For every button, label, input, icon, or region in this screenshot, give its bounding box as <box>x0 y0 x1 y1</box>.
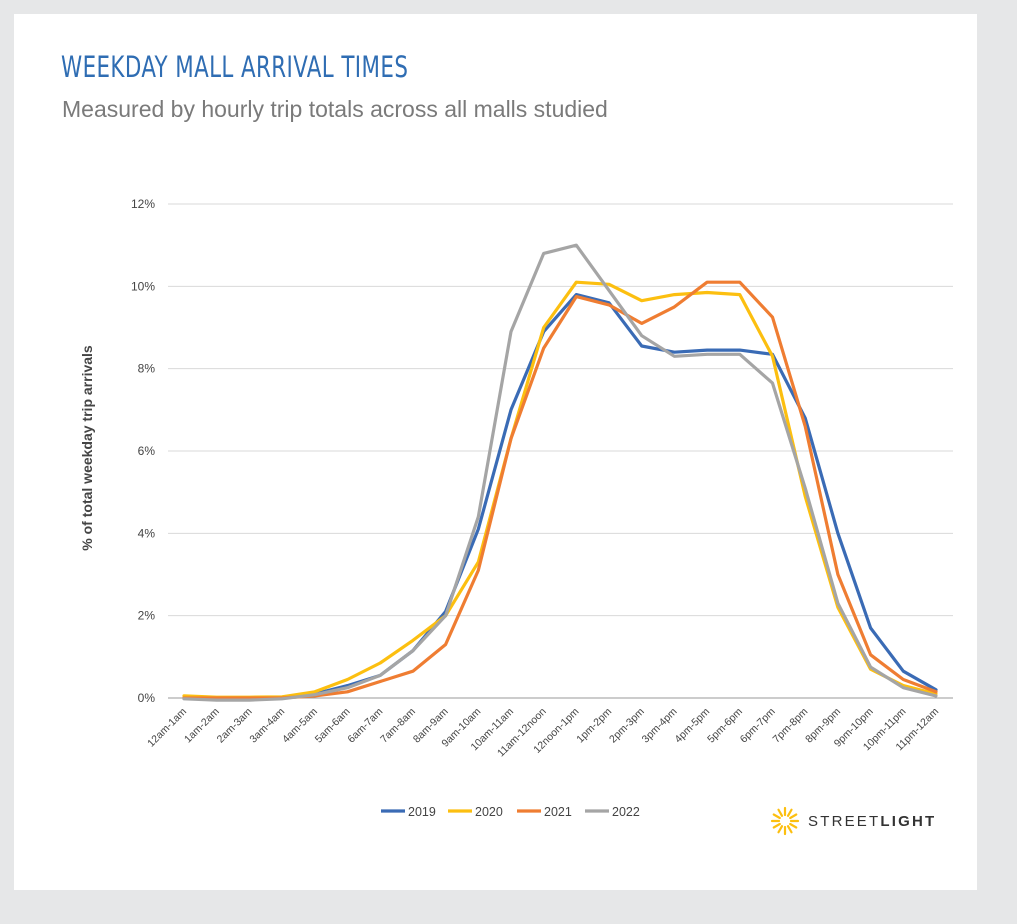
y-axis-label: % of total weekday trip arrivals <box>79 345 95 551</box>
y-tick-label: 2% <box>138 609 156 623</box>
brand-name-bold: LIGHT <box>880 812 937 830</box>
series-lines <box>182 243 938 702</box>
series-line-2022 <box>182 243 938 702</box>
y-tick-label: 4% <box>138 526 156 540</box>
y-tick-label: 8% <box>138 362 156 376</box>
series-line-2019 <box>182 293 938 700</box>
brand-name-light: STREET <box>808 812 881 830</box>
legend-label-2022: 2022 <box>612 805 640 819</box>
y-tick-label: 12% <box>131 197 155 211</box>
legend-label-2020: 2020 <box>475 805 503 819</box>
chart-title: WEEKDAY MALL ARRIVAL TIMES <box>61 50 409 84</box>
y-axis-ticks: 0% 2% 4% 6% 8% 10% 12% <box>131 197 155 705</box>
gridlines <box>168 203 953 699</box>
streetlight-logo: STREETLIGHT <box>770 806 936 836</box>
legend-label-2019: 2019 <box>408 805 436 819</box>
legend-label-2021: 2021 <box>544 805 572 819</box>
sun-burst-icon <box>770 806 800 836</box>
legend: 2019 2020 2021 2022 <box>381 805 640 819</box>
y-tick-label: 6% <box>138 444 156 458</box>
chart-card <box>14 14 977 890</box>
x-axis-ticks: 12am-1am1am-2am2am-3am3am-4am4am-5am5am-… <box>145 705 941 759</box>
y-tick-label: 0% <box>138 691 156 705</box>
series-line-2020 <box>182 280 938 699</box>
series-line-2021 <box>182 280 938 700</box>
y-tick-label: 10% <box>131 279 155 293</box>
x-tick-label: 12am-1am <box>145 705 189 749</box>
chart-subtitle: Measured by hourly trip totals across al… <box>62 96 608 122</box>
